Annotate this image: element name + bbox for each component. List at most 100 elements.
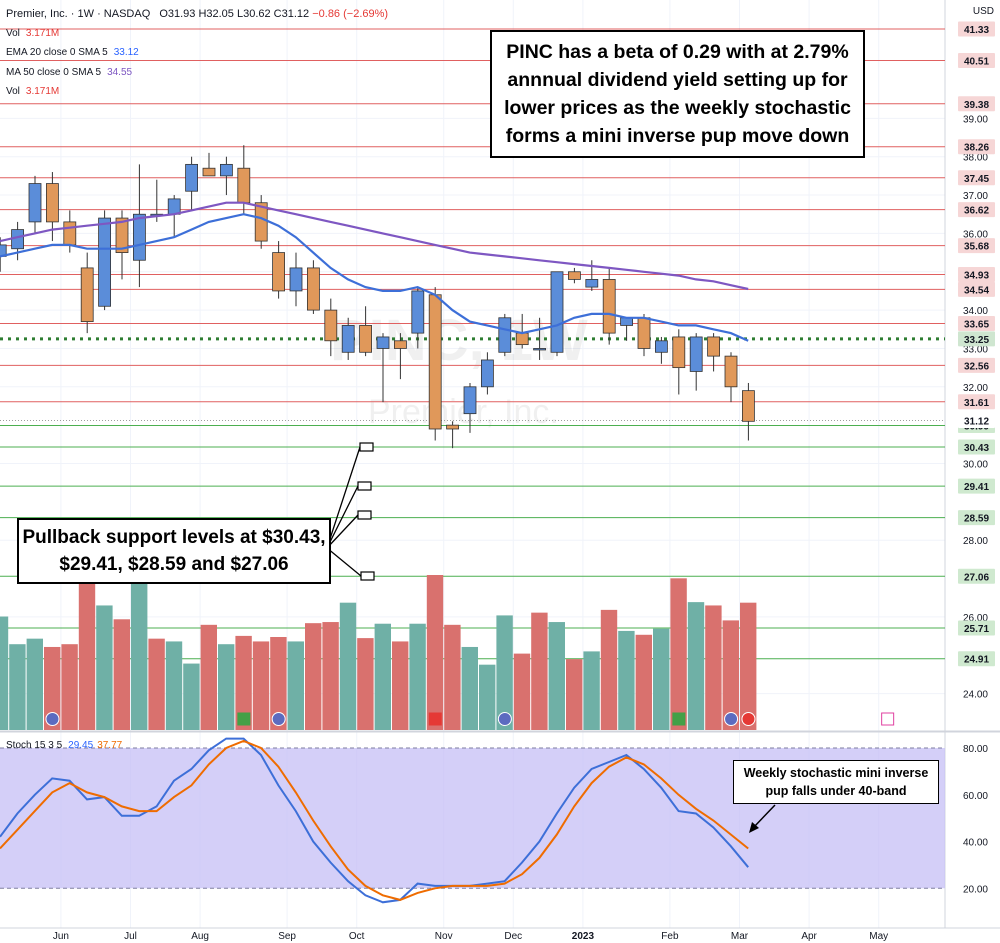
candle-body-42 — [724, 355, 738, 388]
last-price-badge: 31.12 — [964, 417, 989, 428]
candle-body-34 — [585, 279, 599, 288]
stoch-d-line — [0, 739, 749, 901]
support-badge-3: 28.59 — [964, 514, 989, 525]
resistance-badge-7: 34.93 — [964, 270, 989, 281]
support-badge-4: 27.06 — [964, 572, 989, 583]
support-connector-2 — [326, 514, 359, 549]
support-badge-6: 24.91 — [964, 655, 989, 666]
candle-body-28 — [480, 359, 494, 388]
candle-body-8 — [132, 213, 146, 261]
legend-volume-2[interactable]: Vol 3.171M — [6, 86, 59, 97]
legend-vol2-label: Vol — [6, 86, 20, 97]
volume-bar-40 — [687, 602, 705, 730]
candle-body-19 — [324, 309, 338, 342]
volume-bar-4 — [61, 644, 78, 730]
candle-body-30 — [515, 332, 529, 346]
legend-vol-value: 3.171M — [25, 28, 60, 39]
price-tick-2: 28.00 — [963, 536, 988, 547]
legend-stoch[interactable]: Stoch 15 3 5 29.45 37.77 — [6, 740, 122, 751]
event-marker-0 — [45, 712, 60, 726]
candle-body-10 — [167, 198, 181, 215]
volume-bar-43 — [740, 602, 757, 730]
volume-bar-23 — [392, 641, 409, 730]
currency-label[interactable]: USD — [972, 6, 994, 17]
legend-vol-label: Vol — [6, 28, 20, 39]
stoch-tick-1: 40.00 — [963, 838, 988, 849]
volume-bar-11 — [183, 663, 200, 730]
legend-ema-label: EMA 20 close 0 SMA 5 — [6, 47, 108, 58]
candle-body-26 — [446, 424, 460, 430]
resistance-badge-0-bg — [958, 21, 995, 37]
legend-ma-label: MA 50 close 0 SMA 5 — [6, 67, 102, 78]
candle-body-4 — [63, 221, 77, 246]
candle-body-20 — [341, 325, 355, 353]
support-badge-5-bg — [958, 620, 995, 636]
price-tick-11: 39.00 — [963, 114, 988, 125]
legend-ma[interactable]: MA 50 close 0 SMA 5 34.55 — [6, 67, 132, 78]
time-tick-jun: Jun — [53, 931, 69, 942]
volume-bar-20 — [339, 602, 357, 730]
dotted-level-badge: 33.25 — [964, 335, 989, 346]
change-readout: −0.86 (−2.69%) — [312, 8, 389, 20]
time-tick-mar: Mar — [731, 931, 749, 942]
price-tick-5: 33.00 — [963, 344, 988, 355]
event-marker-7 — [741, 712, 756, 726]
resistance-badge-10-bg — [958, 357, 995, 373]
candles — [0, 145, 755, 449]
watermark-ticker: PINC, 1W — [330, 308, 588, 373]
legend-volume[interactable]: Vol 3.171M — [6, 28, 59, 39]
watermark: PINC, 1W Premier, Inc. — [330, 308, 588, 431]
time-tick-dec: Dec — [504, 931, 522, 942]
stoch-tick-3: 80.00 — [963, 744, 988, 755]
candle-body-25 — [428, 294, 442, 430]
price-tick-9: 37.00 — [963, 191, 988, 202]
volume-bar-22 — [374, 623, 391, 730]
support-marker-box-2 — [357, 510, 372, 520]
event-marker-8 — [881, 712, 895, 726]
support-badge-6-bg — [958, 651, 995, 667]
resistance-badge-6-bg — [958, 238, 995, 254]
symbol-title[interactable]: Premier, Inc. · 1W · NASDAQ — [6, 8, 151, 20]
volume-bar-41 — [705, 605, 722, 730]
candle-body-39 — [672, 336, 686, 369]
support-badge-1-bg — [958, 439, 995, 455]
legend-stoch-d: 37.77 — [97, 740, 123, 751]
volume-bar-6 — [96, 605, 113, 730]
volume-bar-1 — [9, 644, 26, 730]
time-tick-jul: Jul — [124, 931, 137, 942]
ema-20-line — [0, 213, 749, 342]
resistance-badge-1: 40.51 — [964, 56, 989, 67]
support-badge-2: 29.41 — [964, 482, 989, 493]
volume-bar-34 — [583, 651, 600, 730]
resistance-badge-2: 39.38 — [964, 100, 989, 111]
volume-bar-21 — [357, 638, 374, 730]
volume-bar-29 — [496, 615, 513, 730]
resistance-badge-8-bg — [958, 281, 995, 297]
candle-body-6 — [98, 217, 111, 307]
candle-body-16 — [272, 252, 286, 292]
candle-body-35 — [602, 279, 616, 334]
candle-body-18 — [306, 267, 320, 311]
candle-body-27 — [463, 386, 477, 415]
volume-bar-32 — [548, 622, 565, 730]
resistance-badge-5: 36.62 — [964, 206, 989, 217]
resistance-badge-9-bg — [958, 316, 995, 332]
candle-body-37 — [637, 317, 651, 349]
time-tick-feb: Feb — [661, 931, 679, 942]
candle-body-5 — [80, 267, 94, 323]
candle-body-41 — [707, 336, 720, 357]
support-badge-5: 25.71 — [964, 624, 989, 635]
resistance-badge-9: 33.65 — [964, 320, 989, 331]
price-tick-8: 36.00 — [963, 229, 988, 240]
volume-bar-3 — [44, 646, 61, 730]
volume-bar-2 — [26, 638, 43, 730]
price-tick-0: 24.00 — [963, 690, 988, 701]
time-tick-may: May — [869, 931, 888, 942]
legend-ema[interactable]: EMA 20 close 0 SMA 5 33.12 — [6, 47, 139, 58]
time-axis: Jun Jul Aug Sep Oct Nov Dec 2023 Feb Mar Apr May — [0, 927, 1000, 943]
legend-vol2-value: 3.171M — [25, 86, 60, 97]
candle-body-11 — [185, 163, 199, 192]
volume-bars — [0, 575, 757, 730]
volume-bar-18 — [305, 623, 322, 730]
support-levels-callout: Pullback support levels at $30.43, $29.4… — [17, 518, 331, 584]
